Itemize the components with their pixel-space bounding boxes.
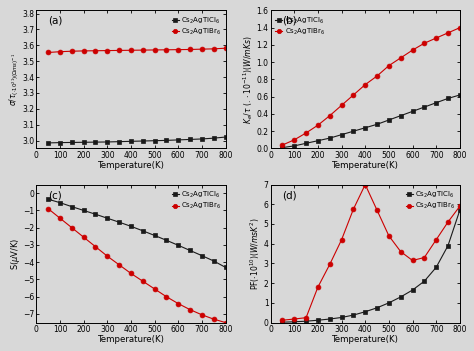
Legend: Cs$_2$AgTlCl$_6$, Cs$_2$AgTlBr$_6$: Cs$_2$AgTlCl$_6$, Cs$_2$AgTlBr$_6$: [170, 188, 222, 213]
Legend: Cs$_2$AgTlCl$_6$, Cs$_2$AgTlBr$_6$: Cs$_2$AgTlCl$_6$, Cs$_2$AgTlBr$_6$: [170, 14, 222, 39]
X-axis label: Temperature(K): Temperature(K): [332, 161, 399, 170]
X-axis label: Temperature(K): Temperature(K): [98, 335, 164, 344]
Text: (c): (c): [48, 190, 62, 200]
Text: (a): (a): [48, 16, 62, 26]
Legend: Cs$_2$AgTlCl$_6$, Cs$_2$AgTlBr$_6$: Cs$_2$AgTlCl$_6$, Cs$_2$AgTlBr$_6$: [405, 188, 456, 213]
Y-axis label: S($\mu$V/K): S($\mu$V/K): [9, 237, 22, 270]
Text: (d): (d): [282, 190, 297, 200]
Legend: Cs$_2$AgTlCl$_6$, Cs$_2$AgTlBr$_6$: Cs$_2$AgTlCl$_6$, Cs$_2$AgTlBr$_6$: [274, 14, 326, 39]
X-axis label: Temperature(K): Temperature(K): [98, 161, 164, 170]
Text: (b): (b): [282, 16, 297, 26]
Y-axis label: PF$(\cdot10^{10})(W/msK^2)$: PF$(\cdot10^{10})(W/msK^2)$: [249, 217, 262, 290]
Y-axis label: $K_e/\tau$ $(.\cdot10^{-11})(W/mKs)$: $K_e/\tau$ $(.\cdot10^{-11})(W/mKs)$: [241, 35, 255, 124]
Y-axis label: $\sigma/\tau_{(\cdot10^{21})(\Omega ms)^{-1}}$: $\sigma/\tau_{(\cdot10^{21})(\Omega ms)^…: [7, 53, 21, 106]
X-axis label: Temperature(K): Temperature(K): [332, 335, 399, 344]
